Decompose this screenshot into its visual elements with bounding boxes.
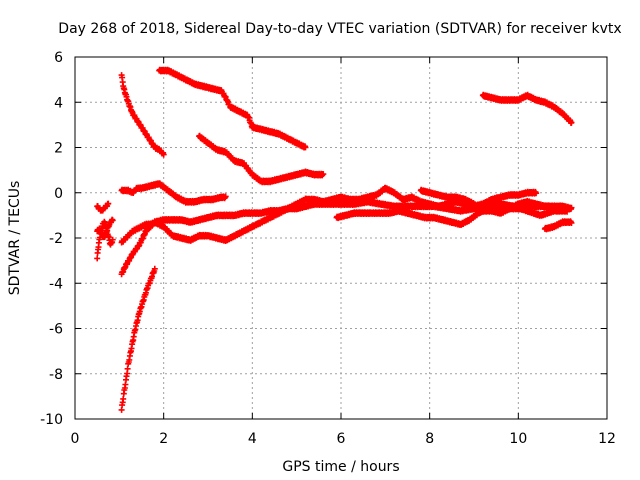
chart-title: Day 268 of 2018, Sidereal Day-to-day VTE…	[58, 21, 621, 37]
series-arc-3	[196, 132, 327, 186]
data-point-markers	[118, 195, 309, 278]
data-point-markers	[479, 91, 575, 126]
series-arc-15	[541, 218, 575, 233]
data-point-markers	[94, 200, 112, 214]
series-arc-11	[302, 184, 540, 211]
series-arc-1	[118, 72, 167, 158]
series-arc-10	[94, 200, 112, 214]
y-tick-label: 0	[54, 186, 63, 202]
x-tick-label: 12	[598, 431, 616, 447]
series-arc-8	[94, 218, 116, 262]
data-point-markers	[94, 216, 116, 241]
x-tick-label: 8	[425, 431, 434, 447]
y-tick-label: 6	[54, 50, 63, 66]
data-point-markers	[302, 184, 540, 211]
y-tick-label: 4	[54, 95, 63, 111]
x-axis-label: GPS time / hours	[282, 459, 399, 475]
data-point-markers	[118, 72, 167, 158]
data-point-markers	[156, 66, 309, 151]
data-point-markers	[196, 132, 327, 186]
series-arc-7	[118, 265, 158, 413]
x-tick-label: 6	[337, 431, 346, 447]
x-tick-label: 10	[509, 431, 527, 447]
series-arc-14	[479, 91, 575, 126]
data-point-markers	[541, 218, 575, 233]
data-point-markers	[118, 180, 229, 206]
y-axis-label: SDTVAR / TECUs	[7, 181, 23, 296]
data-point-markers	[94, 218, 116, 262]
y-tick-label: 2	[54, 141, 63, 157]
tick-labels: 0 2 4 6 8 10 12 -10 -8 -6 -4 -2 0 2 4 6	[40, 50, 616, 447]
grid-lines	[75, 57, 607, 419]
data-series	[94, 66, 575, 413]
series-arc-9	[94, 216, 116, 241]
x-tick-label: 2	[159, 431, 168, 447]
series-arc-4	[118, 180, 229, 206]
y-tick-label: -4	[49, 276, 63, 292]
y-tick-label: -2	[49, 231, 63, 247]
y-tick-label: -10	[40, 412, 63, 428]
axis-ticks	[74, 56, 608, 420]
x-tick-label: 4	[248, 431, 257, 447]
y-tick-label: -8	[49, 367, 63, 383]
data-point-markers	[417, 186, 575, 217]
series-arc-13	[417, 186, 575, 217]
series-arc-2	[156, 66, 309, 151]
data-point-markers	[118, 265, 158, 413]
series-arc-6	[118, 195, 309, 278]
x-tick-label: 0	[71, 431, 80, 447]
y-tick-label: -6	[49, 322, 63, 338]
